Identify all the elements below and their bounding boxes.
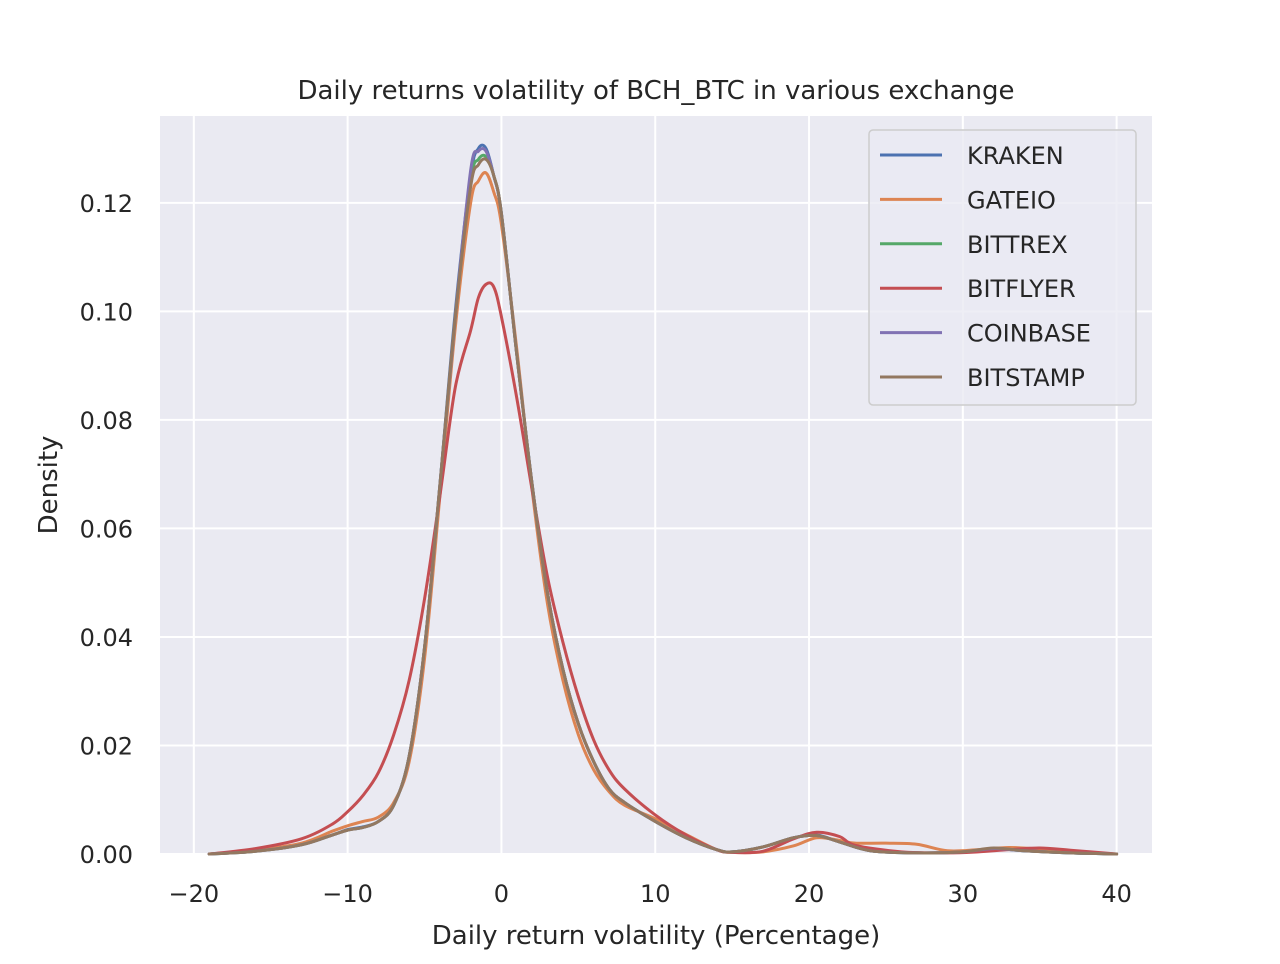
x-tick-label: 40 <box>1101 880 1132 908</box>
legend-label: BITSTAMP <box>967 364 1085 392</box>
x-tick-label: −20 <box>169 880 220 908</box>
y-tick-labels: 0.00 0.02 0.04 0.06 0.08 0.10 0.12 <box>80 190 133 869</box>
grid-lines <box>160 116 1152 855</box>
x-tick-label: 30 <box>948 880 979 908</box>
x-tick-labels: −20 −10 0 10 20 30 40 <box>169 880 1132 908</box>
y-axis-label: Density <box>34 436 64 535</box>
x-tick-label: 0 <box>494 880 509 908</box>
x-tick-label: −10 <box>322 880 373 908</box>
y-tick-label: 0.12 <box>80 190 133 218</box>
y-tick-label: 0.02 <box>80 732 133 760</box>
y-tick-label: 0.00 <box>80 841 133 869</box>
x-axis-label: Daily return volatility (Percentage) <box>432 921 881 951</box>
legend-label: KRAKEN <box>967 142 1064 170</box>
y-tick-label: 0.04 <box>80 624 133 652</box>
x-tick-label: 20 <box>794 880 825 908</box>
series-lines <box>207 143 1119 856</box>
legend-label: BITTREX <box>967 231 1068 259</box>
y-tick-label: 0.08 <box>80 407 133 435</box>
series-line-bitstamp <box>207 157 1119 856</box>
x-tick-label: 10 <box>640 880 671 908</box>
legend-label: BITFLYER <box>967 275 1076 303</box>
legend-label: COINBASE <box>967 320 1091 348</box>
chart-title: Daily returns volatility of BCH_BTC in v… <box>297 76 1014 106</box>
y-tick-label: 0.06 <box>80 515 133 543</box>
legend: KRAKEN GATEIO BITTREX BITFLYER COINBASE BITST… <box>868 129 1137 406</box>
y-tick-label: 0.10 <box>80 298 133 326</box>
legend-label: GATEIO <box>967 186 1056 214</box>
series-line-bitflyer <box>207 281 1119 856</box>
